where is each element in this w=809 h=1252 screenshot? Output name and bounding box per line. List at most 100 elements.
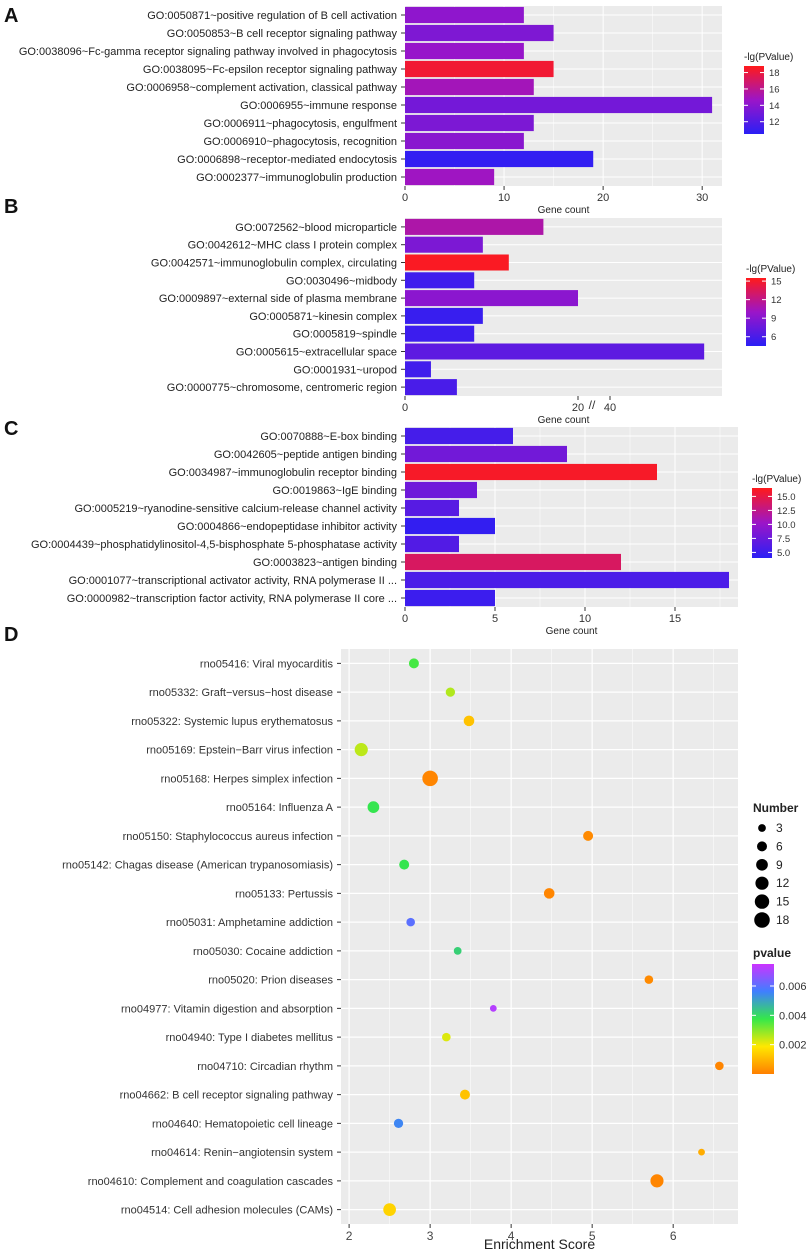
bar	[405, 589, 495, 607]
scatter-point	[715, 1061, 724, 1071]
bar	[405, 218, 544, 235]
bar	[405, 150, 594, 168]
y-tick-label: rno04610: Complement and coagulation cas…	[88, 1176, 334, 1188]
panel-b-chart: GO:0072562~blood microparticle GO:0042612…	[151, 218, 795, 426]
size-legend-label: 9	[776, 858, 783, 872]
y-tick-label: rno04614: Renin−angiotensin system	[151, 1147, 333, 1159]
size-legend-label: 3	[776, 821, 783, 835]
y-tick-label: GO:0030496~midbody	[286, 275, 397, 287]
y-tick-label: rno04514: Cell adhesion molecules (CAMs)	[121, 1205, 333, 1217]
bar	[405, 114, 534, 132]
size-legend-point	[758, 824, 766, 832]
y-tick-label: rno05168: Herpes simplex infection	[161, 773, 333, 785]
panel-a-chart: GO:0050871~positive regulation of B cell…	[19, 6, 793, 216]
legend-title: -lg(PValue)	[752, 474, 801, 485]
x-axis-title: Gene count	[546, 626, 598, 637]
bar	[405, 427, 513, 445]
y-tick-label: rno04662: B cell receptor signaling path…	[120, 1090, 334, 1102]
bar	[405, 571, 729, 589]
y-tick-label: rno04977: Vitamin digestion and absorpti…	[121, 1003, 333, 1015]
size-legend-point	[754, 912, 770, 928]
legend-tick-label: 5.0	[777, 548, 790, 559]
x-tick-label: 5	[492, 613, 498, 625]
x-tick-label: 30	[696, 192, 708, 204]
y-tick-label: rno05416: Viral myocarditis	[200, 658, 334, 670]
axis-break-symbol: //	[589, 398, 596, 412]
y-tick-label: rno05150: Staphylococcus aureus infectio…	[123, 831, 333, 843]
scatter-point	[698, 1148, 705, 1156]
x-axis-title: Gene count	[538, 205, 590, 216]
bar	[405, 307, 483, 324]
y-tick-label: GO:0004439~phosphatidylinositol-4,5-bisp…	[31, 539, 397, 551]
panel-letter-b: B	[4, 196, 18, 218]
bar	[405, 290, 578, 307]
size-legend-label: 12	[776, 876, 790, 890]
y-tick-label: GO:0038096~Fc-gamma receptor signaling p…	[19, 46, 398, 58]
x-tick-label: 10	[498, 192, 510, 204]
scatter-point	[650, 1174, 664, 1188]
legend-title: -lg(PValue)	[744, 52, 793, 63]
bar	[405, 361, 431, 378]
legend-tick-label: 10.0	[777, 520, 796, 531]
bar	[405, 272, 475, 289]
y-tick-label: rno05020: Prion diseases	[208, 975, 333, 987]
y-tick-label: GO:0005615~extracellular space	[236, 347, 397, 359]
y-tick-label: rno05030: Cocaine addiction	[193, 946, 333, 958]
y-tick-label: GO:0072562~blood microparticle	[235, 222, 397, 234]
bar	[405, 553, 621, 571]
color-legend-title: pvalue	[753, 946, 791, 960]
x-tick-label: 6	[670, 1229, 677, 1243]
bar	[405, 499, 459, 517]
legend-title: -lg(PValue)	[746, 264, 795, 275]
y-tick-label: GO:0005871~kinesin complex	[249, 311, 397, 323]
y-tick-label: GO:0000982~transcription factor activity…	[67, 593, 397, 605]
bar	[405, 60, 554, 78]
scatter-point	[583, 830, 594, 841]
panel-letter-d: D	[4, 624, 18, 646]
bar	[405, 96, 713, 114]
x-tick-label: 0	[402, 192, 408, 204]
legend-tick-label: 15.0	[777, 492, 796, 503]
y-tick-label: GO:0006955~immune response	[240, 100, 397, 112]
panel-letter-c: C	[4, 418, 18, 440]
y-tick-label: rno04940: Type I diabetes mellitus	[166, 1032, 334, 1044]
legend-tick-label: 12	[769, 117, 780, 128]
x-tick-label: 5	[589, 1229, 596, 1243]
y-tick-label: rno04640: Hematopoietic cell lineage	[152, 1118, 333, 1130]
y-tick-label: GO:0050871~positive regulation of B cell…	[147, 10, 397, 22]
legend-tick-label: 16	[769, 84, 780, 95]
y-tick-label: GO:0050853~B cell receptor signaling pat…	[167, 28, 398, 40]
x-tick-label: 2	[346, 1229, 353, 1243]
y-tick-label: GO:0042571~immunoglobulin complex, circu…	[151, 258, 397, 270]
legend-colorbar	[744, 66, 764, 134]
y-tick-label: GO:0001931~uropod	[293, 364, 397, 376]
size-legend-point	[757, 841, 767, 852]
y-tick-label: GO:0001077~transcriptional activator act…	[69, 575, 397, 587]
color-legend-tick-label: 0.002	[779, 1040, 807, 1052]
scatter-point	[406, 917, 415, 927]
bar	[405, 463, 657, 481]
scatter-point	[489, 1004, 497, 1012]
legend-tick-label: 6	[771, 332, 776, 343]
legend-colorbar	[752, 488, 772, 558]
y-tick-label: GO:0034987~immunoglobulin receptor bindi…	[169, 467, 397, 479]
x-tick-label: 10	[579, 613, 591, 625]
scatter-point	[399, 859, 410, 870]
scatter-point	[459, 1089, 470, 1100]
bar	[405, 481, 477, 499]
scatter-point	[354, 743, 368, 757]
y-tick-label: GO:0009897~external side of plasma membr…	[159, 293, 397, 305]
size-legend-point	[756, 858, 768, 871]
x-tick-label: 15	[669, 613, 681, 625]
bar	[405, 24, 554, 42]
bar	[405, 343, 705, 360]
x-tick-label: 20	[572, 402, 584, 414]
x-axis-title: Gene count	[538, 415, 590, 426]
y-tick-label: GO:0019863~IgE binding	[273, 485, 397, 497]
scatter-point	[393, 1118, 404, 1129]
scatter-point	[442, 1032, 451, 1042]
legend-tick-label: 18	[769, 68, 780, 79]
y-tick-label: rno05322: Systemic lupus erythematosus	[131, 716, 333, 728]
x-tick-label: 20	[597, 192, 609, 204]
